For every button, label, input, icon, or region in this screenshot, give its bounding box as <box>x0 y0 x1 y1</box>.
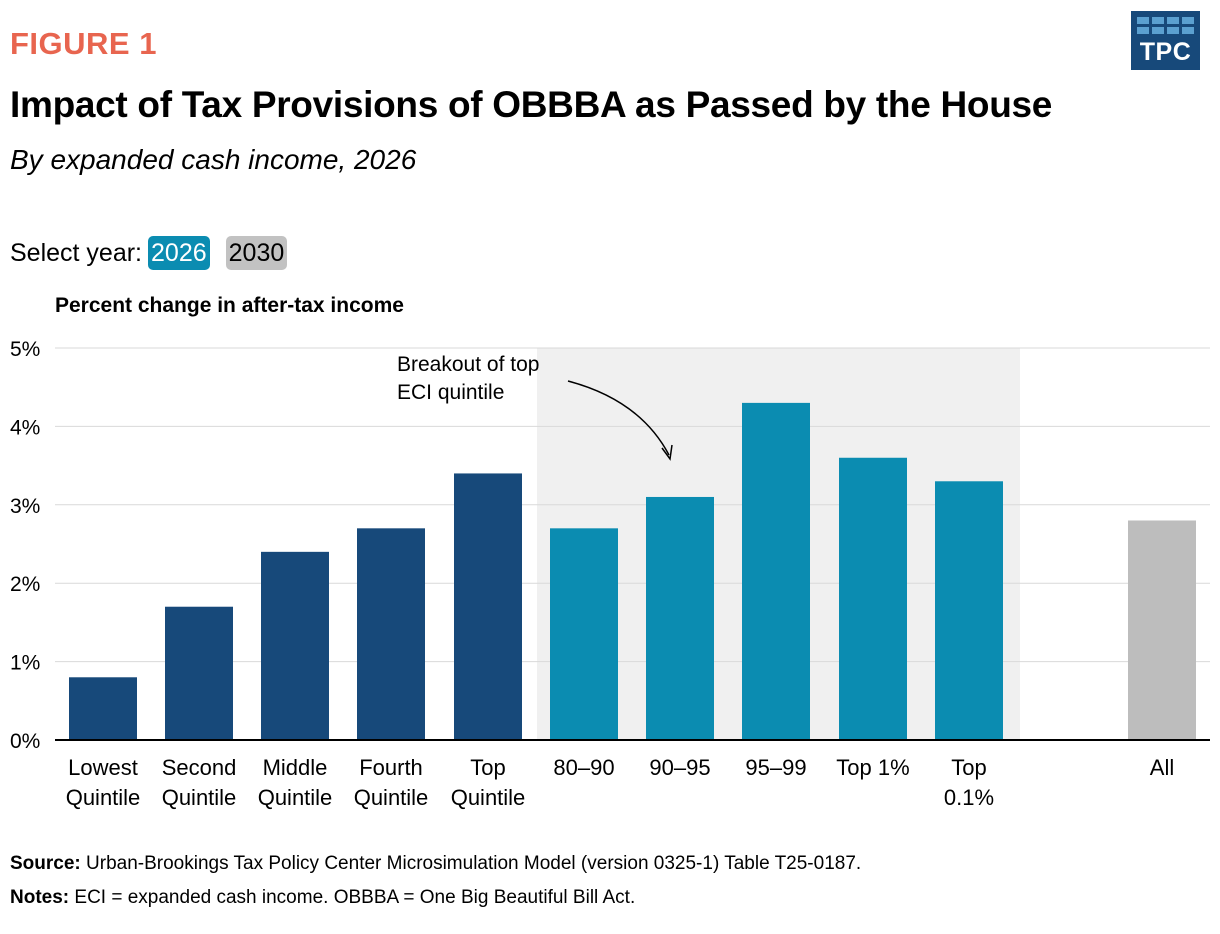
chart-subtitle: By expanded cash income, 2026 <box>10 144 417 175</box>
y-tick-label: 2% <box>10 573 40 596</box>
annotation-arrow <box>567 380 670 456</box>
annotation-text: Breakout of top <box>397 353 539 376</box>
annotation-text: ECI quintile <box>397 381 504 404</box>
x-tick-label: All <box>1150 755 1174 780</box>
tpc-logo: TPC <box>1131 11 1200 70</box>
source-label: Source: <box>10 853 81 874</box>
bar-top-0-1- <box>935 481 1003 740</box>
x-tick-label: Second <box>162 755 237 780</box>
bar-top-quintile <box>454 473 522 740</box>
y-tick-label: 1% <box>10 652 40 675</box>
logo-cell <box>1137 17 1149 24</box>
source-note: Source: Urban-Brookings Tax Policy Cente… <box>10 853 861 875</box>
year-option-2030[interactable]: 2030 <box>225 236 288 270</box>
notes-label: Notes: <box>10 887 70 908</box>
x-tick-label: 0.1% <box>944 785 994 810</box>
y-tick-label: 0% <box>10 730 40 753</box>
notes-note: Notes: ECI = expanded cash income. OBBBA… <box>10 887 635 909</box>
bar-middle-quintile <box>261 551 329 740</box>
logo-cell <box>1137 27 1149 34</box>
x-tick-label: 90–95 <box>649 755 710 780</box>
y-tick-label: 5% <box>10 338 40 361</box>
bar-lowest-quintile <box>69 677 137 740</box>
x-tick-label: Quintile <box>451 785 526 810</box>
x-tick-label: Lowest <box>68 755 138 780</box>
x-tick-label: Quintile <box>162 785 237 810</box>
x-tick-label: 80–90 <box>553 755 614 780</box>
bar-80-90 <box>550 528 618 740</box>
year-option-2026[interactable]: 2026 <box>148 236 210 270</box>
logo-text: TPC <box>1139 38 1192 66</box>
annotation-arrowhead <box>661 444 673 461</box>
x-tick-label: Top <box>470 755 505 780</box>
x-tick-label: Quintile <box>258 785 333 810</box>
year-selector: Select year: 2026 2030 <box>10 236 288 270</box>
y-tick-label: 3% <box>10 495 40 518</box>
bar-all <box>1128 520 1196 740</box>
notes-text: ECI = expanded cash income. OBBBA = One … <box>74 887 636 908</box>
bar-90-95 <box>646 496 714 740</box>
source-text: Urban-Brookings Tax Policy Center Micros… <box>86 853 862 874</box>
figure-label: FIGURE 1 <box>10 26 157 61</box>
x-tick-label: Quintile <box>66 785 141 810</box>
y-axis-title: Percent change in after-tax income <box>55 294 404 317</box>
bar-top-1- <box>839 457 907 740</box>
x-tick-label: Quintile <box>354 785 429 810</box>
bar-chart: 0% 1% 2% 3% 4% 5% Lowest Quintile Second Quintile… <box>10 338 1210 810</box>
logo-cell <box>1152 27 1164 34</box>
logo-cell <box>1182 27 1194 34</box>
logo-cell <box>1182 17 1194 24</box>
bar-95-99 <box>742 402 810 740</box>
x-tick-label: Top <box>951 755 986 780</box>
x-tick-label: Fourth <box>359 755 423 780</box>
logo-cell <box>1167 27 1179 34</box>
x-tick-label: Middle <box>263 755 328 780</box>
x-tick-label: 95–99 <box>745 755 806 780</box>
year-selector-label: Select year: <box>10 238 143 267</box>
logo-cell <box>1152 17 1164 24</box>
x-tick-label: Top 1% <box>836 755 909 780</box>
chart-title: Impact of Tax Provisions of OBBBA as Pas… <box>10 84 1053 125</box>
logo-cell <box>1167 17 1179 24</box>
bar-second-quintile <box>165 606 233 740</box>
bar-fourth-quintile <box>357 528 425 740</box>
y-tick-label: 4% <box>10 416 40 439</box>
